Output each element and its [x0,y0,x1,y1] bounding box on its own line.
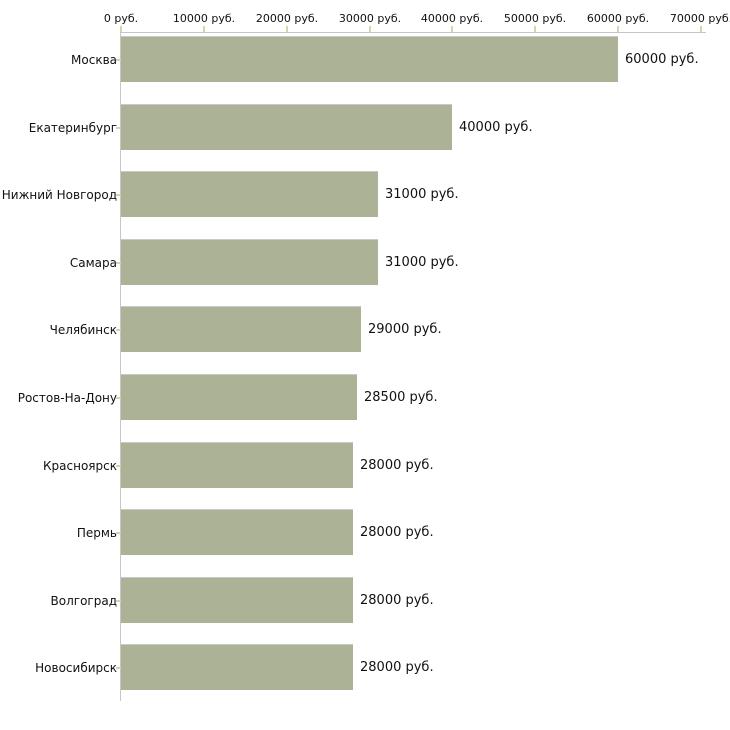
y-axis-tick-mark [116,194,121,196]
value-label: 60000 руб. [625,52,699,67]
x-axis-tick-mark [700,26,702,32]
bar [121,577,353,623]
category-label: Челябинск [49,323,117,337]
x-axis-tick-label: 20000 руб. [255,12,319,25]
x-axis-tick-label: 50000 руб. [503,12,567,25]
x-axis-tick-label: 70000 руб. [669,12,730,25]
y-axis-tick-mark [116,262,121,264]
y-axis-tick-mark [116,127,121,129]
category-label: Москва [71,53,117,67]
y-axis-tick-mark [116,532,121,534]
bar [121,306,361,352]
category-label: Красноярск [43,459,117,473]
value-label: 31000 руб. [385,187,459,202]
bar [121,171,378,217]
x-axis-tick-mark [369,26,371,32]
x-axis-tick-mark [286,26,288,32]
bar [121,644,353,690]
value-label: 40000 руб. [459,120,533,135]
x-axis-tick-label: 40000 руб. [420,12,484,25]
bar [121,104,452,150]
x-axis-line [120,32,706,33]
x-axis-tick-label: 10000 руб. [172,12,236,25]
value-label: 28000 руб. [360,525,434,540]
category-label: Самара [69,256,117,270]
y-axis-tick-mark [116,329,121,331]
value-label: 29000 руб. [368,322,442,337]
value-label: 28000 руб. [360,593,434,608]
x-axis-tick-label: 30000 руб. [338,12,402,25]
value-label: 31000 руб. [385,255,459,270]
x-axis-tick-label: 0 руб. [103,12,139,25]
bar [121,374,357,420]
category-label: Волгоград [50,594,117,608]
y-axis-tick-mark [116,397,121,399]
y-axis-tick-mark [116,667,121,669]
y-axis-line [120,32,121,701]
bar [121,442,353,488]
category-label: Пермь [76,526,117,540]
y-axis-tick-mark [116,59,121,61]
category-label: Екатеринбург [28,121,117,135]
x-axis-tick-mark [617,26,619,32]
category-label: Новосибирск [35,661,117,675]
category-label: Нижний Новгород [1,188,117,202]
value-label: 28500 руб. [364,390,438,405]
value-label: 28000 руб. [360,660,434,675]
x-axis-tick-mark [451,26,453,32]
bar [121,509,353,555]
y-axis-tick-mark [116,600,121,602]
x-axis-tick-label: 60000 руб. [586,12,650,25]
category-label: Ростов-На-Дону [17,391,117,405]
x-axis-tick-mark [203,26,205,32]
bar [121,36,618,82]
y-axis-tick-mark [116,465,121,467]
value-label: 28000 руб. [360,458,434,473]
x-axis-tick-mark [534,26,536,32]
bar [121,239,378,285]
x-axis-tick-mark [120,26,122,32]
